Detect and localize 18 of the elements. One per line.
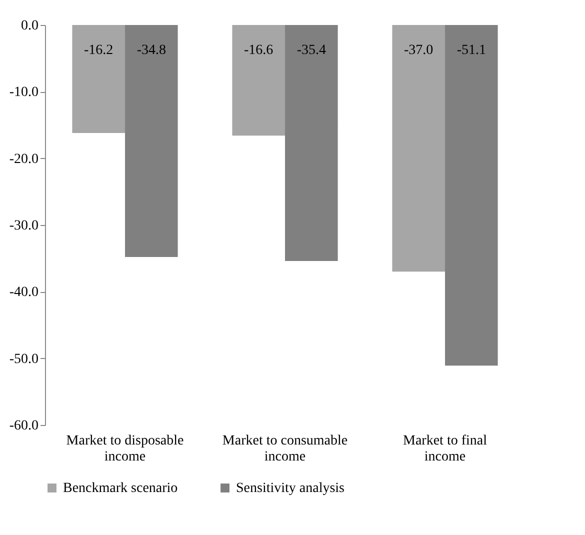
y-tick-label: -40.0 — [9, 285, 38, 300]
x-tick-label: Market to consumable income — [222, 434, 348, 464]
y-tick-label: -30.0 — [9, 218, 38, 234]
x-tick-label: Market to final income — [403, 434, 488, 464]
data-label: -16.2 — [84, 43, 114, 58]
y-tick-label: 0.0 — [21, 18, 38, 34]
legend-label: Benckmark scenario — [63, 481, 178, 496]
data-label: -51.1 — [456, 43, 486, 58]
legend-label: Sensitivity analysis — [236, 481, 344, 496]
data-label: -16.6 — [244, 43, 274, 58]
data-label: -34.8 — [136, 43, 166, 58]
data-label: -35.4 — [296, 43, 326, 58]
y-tick-label: -20.0 — [9, 152, 38, 167]
data-label: -37.0 — [404, 43, 434, 58]
y-tick-label: -10.0 — [9, 85, 38, 100]
y-tick-label: -60.0 — [9, 418, 38, 434]
y-tick-label: -50.0 — [9, 352, 38, 367]
x-tick-label: Market to disposable income — [66, 434, 184, 464]
